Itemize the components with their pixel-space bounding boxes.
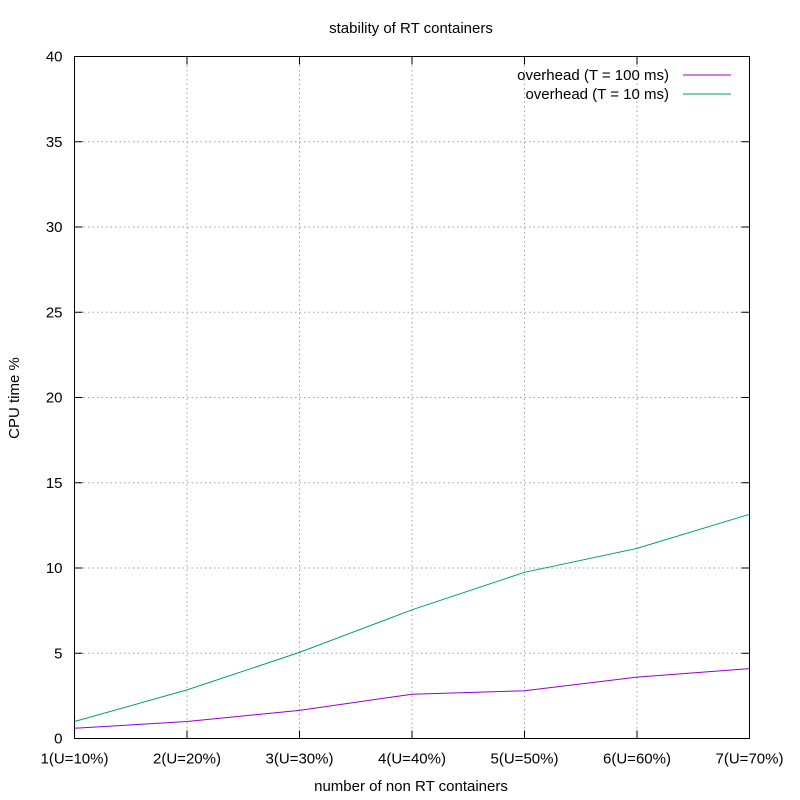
x-tick-label: 1(U=10%) (41, 751, 109, 768)
x-tick-label: 4(U=40%) (378, 751, 446, 768)
y-tick-label: 15 (46, 475, 63, 492)
y-tick-label: 5 (54, 645, 62, 662)
series-lines (74, 513, 750, 729)
y-tick-label: 20 (46, 390, 63, 407)
y-tick-label: 10 (46, 560, 63, 577)
y-tick-label: 35 (46, 134, 63, 151)
y-tick-label: 25 (46, 304, 63, 321)
y-tick-label: 30 (46, 219, 63, 236)
x-tick-label: 7(U=70%) (716, 751, 784, 768)
legend: overhead (T = 100 ms) overhead (T = 10 m… (517, 67, 731, 103)
chart-title: stability of RT containers (329, 20, 493, 37)
x-tick-label: 2(U=20%) (153, 751, 221, 768)
y-tick-label: 0 (54, 731, 62, 748)
legend-label-series-1: overhead (T = 100 ms) (517, 67, 669, 84)
x-tick-label: 3(U=30%) (266, 751, 334, 768)
grid (74, 56, 750, 739)
x-tick-label: 6(U=60%) (603, 751, 671, 768)
axis-ticks: 0 5 10 15 20 25 30 35 40 1(U=10%) 2(U=20%) 3(U=30%)… (41, 49, 784, 768)
y-axis-label: CPU time % (6, 357, 23, 439)
x-tick-label: 5(U=50%) (491, 751, 559, 768)
legend-label-series-2: overhead (T = 10 ms) (525, 86, 669, 103)
x-axis-label: number of non RT containers (314, 778, 508, 795)
series-line-2 (74, 513, 750, 722)
series-line-1 (74, 668, 750, 729)
y-tick-label: 40 (46, 49, 63, 66)
